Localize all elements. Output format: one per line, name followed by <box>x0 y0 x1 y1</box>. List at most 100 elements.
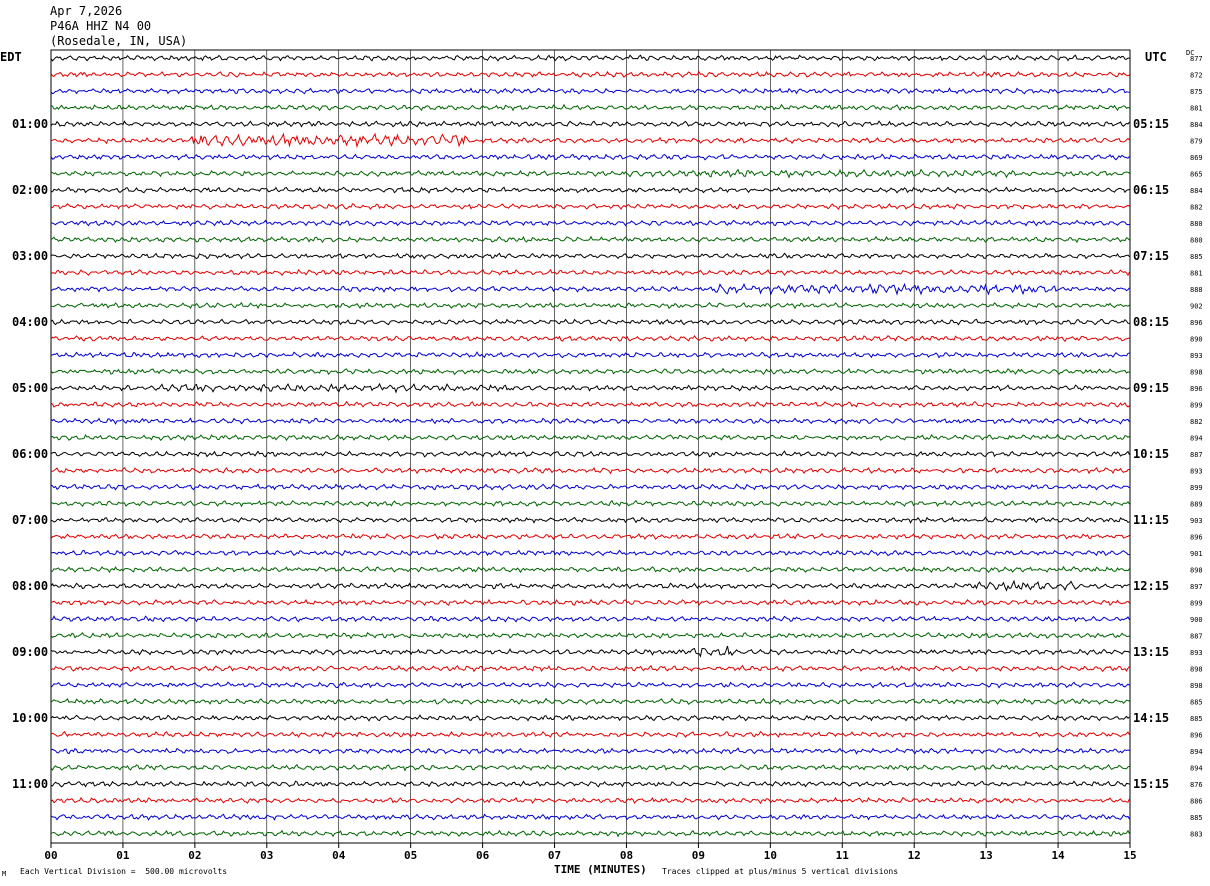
trace-line <box>50 132 1130 149</box>
left-hour-label: 03:00 <box>12 249 48 263</box>
dc-offset-label: 877 <box>1190 55 1203 63</box>
dc-offset-label: 896 <box>1190 319 1203 327</box>
dc-offset-label: 899 <box>1190 402 1203 410</box>
dc-offset-label: 886 <box>1190 798 1203 806</box>
trace-line <box>50 697 1130 706</box>
trace-line <box>50 532 1130 541</box>
right-hour-label: 07:15 <box>1133 249 1169 263</box>
grid-lines <box>50 49 1131 848</box>
dc-offset-label: 888 <box>1190 286 1203 294</box>
dc-offset-label: 900 <box>1190 616 1203 624</box>
dc-offset-label: 899 <box>1190 484 1203 492</box>
dc-offset-label: 875 <box>1190 88 1203 96</box>
dc-offset-label: 887 <box>1190 451 1203 459</box>
trace-line <box>50 796 1130 805</box>
trace-line <box>50 268 1130 277</box>
axis-labels: 00 01 02 03 04 05 06 07 08 09 10 11 12 13 14 15 877 872 87… <box>12 55 1203 862</box>
trace-line <box>50 549 1130 557</box>
dc-offset-label: 880 <box>1190 237 1203 245</box>
clip-note: Traces clipped at plus/minus 5 vertical … <box>662 867 899 876</box>
dc-offset-label: 894 <box>1190 435 1203 443</box>
x-tick-label: 12 <box>908 849 921 862</box>
x-tick-label: 14 <box>1051 849 1065 862</box>
x-tick-label: 02 <box>188 849 201 862</box>
trace-line <box>50 318 1130 326</box>
trace-line <box>50 747 1130 755</box>
left-timezone-label: EDT <box>0 50 22 64</box>
x-tick-label: 09 <box>692 849 705 862</box>
trace-line <box>50 417 1130 425</box>
plot-frame <box>50 49 1131 844</box>
right-hour-label: 10:15 <box>1133 447 1169 461</box>
dc-offset-label: 898 <box>1190 682 1203 690</box>
dc-offset-label: 885 <box>1190 699 1203 707</box>
dc-offset-label: 884 <box>1190 121 1203 129</box>
left-hour-label: 10:00 <box>12 711 48 725</box>
dc-offset-label: 896 <box>1190 534 1203 542</box>
trace-line <box>50 433 1130 442</box>
left-hour-label: 04:00 <box>12 315 48 329</box>
dc-offset-label: 872 <box>1190 72 1203 80</box>
trace-line <box>50 400 1130 409</box>
dc-offset-label: 869 <box>1190 154 1203 162</box>
dc-offset-label: 881 <box>1190 270 1203 278</box>
trace-line <box>50 120 1130 128</box>
dc-offset-label: 883 <box>1190 831 1203 839</box>
corner-mark: M <box>2 870 7 878</box>
trace-line <box>50 813 1130 821</box>
right-hour-label: 13:15 <box>1133 645 1169 659</box>
trace-line <box>50 780 1130 788</box>
dc-offset-label: 881 <box>1190 105 1203 113</box>
trace-line <box>50 70 1130 78</box>
trace-line <box>50 565 1130 574</box>
date-label: Apr 7,2026 <box>50 4 123 18</box>
left-hour-label: 07:00 <box>12 513 48 527</box>
dc-offset-label: 882 <box>1190 418 1203 426</box>
dc-offset-label: 880 <box>1190 220 1203 228</box>
trace-line <box>50 681 1130 689</box>
trace-line <box>50 632 1130 640</box>
right-hour-label: 09:15 <box>1133 381 1169 395</box>
x-tick-label: 08 <box>620 849 633 862</box>
trace-line <box>50 579 1130 592</box>
right-hour-label: 15:15 <box>1133 777 1169 791</box>
seismic-traces <box>50 54 1130 838</box>
right-hour-label: 12:15 <box>1133 579 1169 593</box>
dc-offset-label: 876 <box>1190 781 1203 789</box>
dc-offset-label: 885 <box>1190 253 1203 261</box>
trace-line <box>50 87 1130 95</box>
dc-offset-label: 901 <box>1190 550 1203 558</box>
right-hour-label: 11:15 <box>1133 513 1169 527</box>
left-hour-label: 02:00 <box>12 183 48 197</box>
left-hour-label: 06:00 <box>12 447 48 461</box>
x-tick-label: 13 <box>980 849 993 862</box>
trace-line <box>50 219 1130 227</box>
trace-line <box>50 450 1130 458</box>
dc-offset-label: 865 <box>1190 171 1203 179</box>
trace-line <box>50 252 1130 260</box>
trace-line <box>50 829 1130 838</box>
dc-header-label: DC <box>1186 49 1195 57</box>
right-hour-label: 05:15 <box>1133 117 1169 131</box>
right-timezone-label: UTC <box>1145 50 1167 64</box>
right-hour-label: 06:15 <box>1133 183 1169 197</box>
x-tick-label: 01 <box>116 849 130 862</box>
trace-line <box>50 186 1130 194</box>
dc-offset-label: 890 <box>1190 336 1203 344</box>
x-tick-label: 06 <box>476 849 490 862</box>
trace-line <box>50 282 1130 296</box>
x-tick-label: 07 <box>548 849 561 862</box>
x-tick-label: 03 <box>260 849 273 862</box>
dc-offset-label: 882 <box>1190 204 1203 212</box>
x-tick-label: 00 <box>44 849 57 862</box>
trace-line <box>50 499 1130 508</box>
location-label: (Rosedale, IN, USA) <box>50 34 188 48</box>
left-hour-label: 09:00 <box>12 645 48 659</box>
trace-line <box>50 714 1130 722</box>
trace-line <box>50 334 1130 343</box>
right-hour-label: 14:15 <box>1133 711 1169 725</box>
trace-line <box>50 645 1130 658</box>
dc-offset-label: 879 <box>1190 138 1203 146</box>
dc-offset-label: 903 <box>1190 517 1203 525</box>
